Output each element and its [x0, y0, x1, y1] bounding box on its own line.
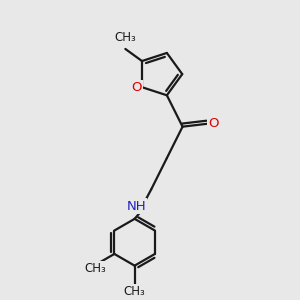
Text: O: O — [132, 81, 142, 94]
Text: CH₃: CH₃ — [115, 31, 136, 44]
Text: CH₃: CH₃ — [124, 285, 146, 298]
Text: CH₃: CH₃ — [85, 262, 106, 275]
Text: NH: NH — [127, 200, 146, 212]
Text: O: O — [208, 117, 218, 130]
